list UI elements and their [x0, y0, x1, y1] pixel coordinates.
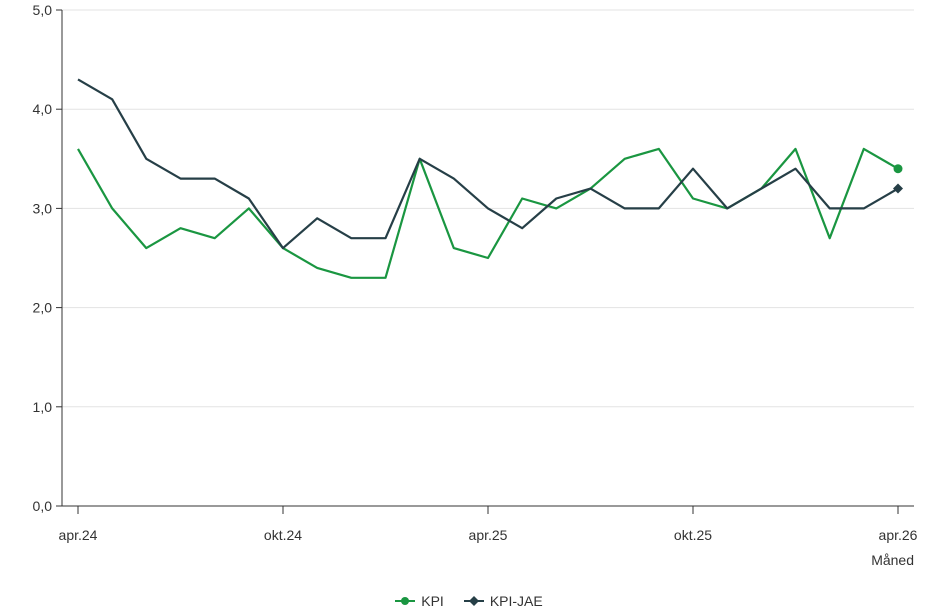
- x-tick-label: apr.25: [469, 527, 508, 543]
- series-line-kpi: [77, 147, 899, 279]
- x-tick-label: apr.26: [879, 527, 918, 543]
- legend-label-kpi: KPI: [421, 593, 444, 609]
- series-lines: [77, 78, 903, 279]
- y-tick-label: 3,0: [33, 200, 53, 216]
- series-line-kpi-jae: [77, 78, 899, 250]
- series-end-point: [893, 183, 903, 194]
- legend-kpi-marker-icon: [395, 597, 416, 605]
- legend-label-kpi-jae: KPI-JAE: [489, 593, 543, 609]
- legend: KPI KPI-JAE: [0, 590, 938, 612]
- x-tick-label: okt.25: [674, 527, 712, 543]
- y-tick-label: 4,0: [33, 101, 53, 117]
- legend-item-kpi[interactable]: KPI: [395, 593, 444, 609]
- line-chart: 0,0 1,0 2,0 3,0 4,0 5,0 apr.24 okt.24 apr.25 okt.…: [33, 2, 918, 568]
- series-end-point: [893, 164, 903, 174]
- legend-kpi-jae-marker-icon: [463, 596, 484, 606]
- x-tick-label: okt.24: [264, 527, 302, 543]
- axes: [56, 9, 914, 514]
- y-tick-label: 5,0: [33, 2, 53, 18]
- y-tick-label: 1,0: [33, 399, 53, 415]
- y-tick-label: 0,0: [33, 498, 53, 514]
- x-tick-label: apr.24: [59, 527, 98, 543]
- legend-item-kpi-jae[interactable]: KPI-JAE: [463, 593, 543, 609]
- x-axis-label: Måned: [871, 552, 914, 568]
- y-tick-label: 2,0: [33, 300, 53, 316]
- tick-labels: 0,0 1,0 2,0 3,0 4,0 5,0 apr.24 okt.24 apr.25 okt.…: [33, 2, 918, 543]
